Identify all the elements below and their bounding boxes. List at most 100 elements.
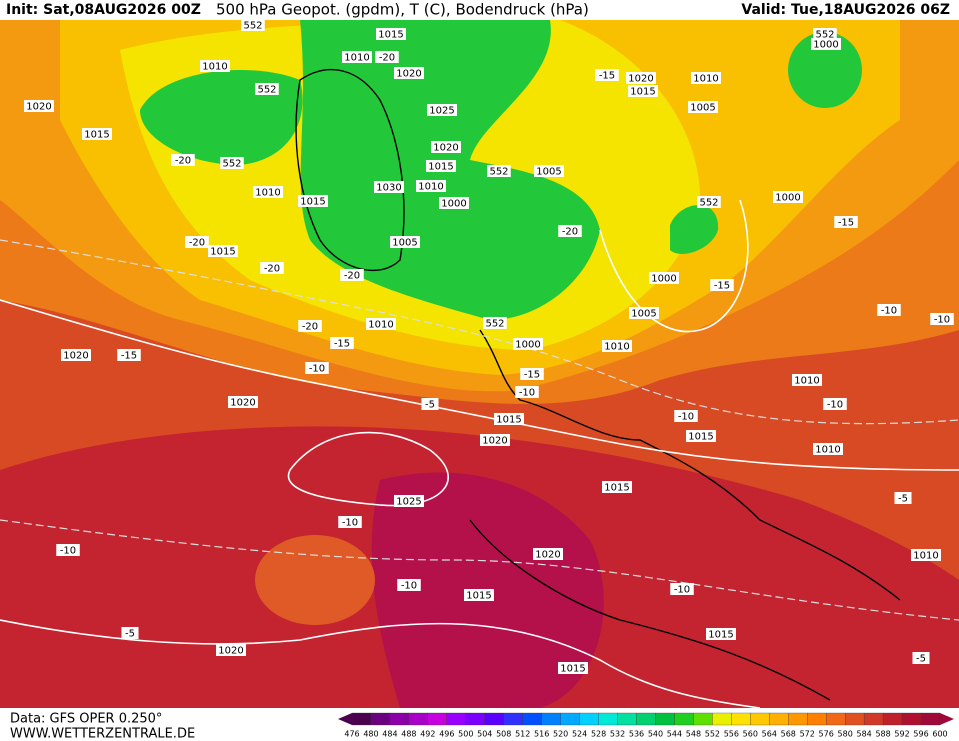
- contour-label: 1015: [496, 415, 521, 426]
- isobar: [0, 299, 959, 471]
- contour-label: 1010: [815, 445, 840, 456]
- contour-label: 1015: [708, 630, 733, 641]
- contour-label: -10: [519, 388, 535, 399]
- label-box: [811, 38, 841, 50]
- label-box: [670, 583, 694, 595]
- label-box: [390, 236, 420, 248]
- contour-label: 1015: [84, 130, 109, 141]
- contour-label: 1000: [441, 199, 466, 210]
- colorbar-tick-label: 508: [496, 730, 511, 739]
- colorbar-cell: [807, 712, 827, 726]
- contour-label: -5: [425, 400, 435, 411]
- colorbar-cell: [579, 712, 599, 726]
- label-box: [298, 195, 328, 207]
- colorbar-tick-label: 560: [743, 730, 758, 739]
- isobar: [599, 199, 749, 333]
- colorbar-cell: [598, 712, 618, 726]
- contour-label: 1000: [651, 274, 676, 285]
- contour-label: 552: [222, 159, 241, 170]
- label-box: [330, 337, 354, 349]
- contour-label: -10: [60, 546, 76, 557]
- contour-label: 552: [243, 21, 262, 32]
- colorbar-tick-label: 592: [894, 730, 909, 739]
- map-labels: 552 1015 1010 -20 1010 552 1020 1020 1015 1025 -20…: [24, 19, 954, 675]
- label-box: [911, 549, 941, 561]
- contour-label: -15: [334, 339, 350, 350]
- colorbar-tick-label: 600: [932, 730, 947, 739]
- label-box: [834, 216, 858, 228]
- contour-label: -10: [342, 518, 358, 529]
- contour-label: 552: [485, 319, 504, 330]
- contour-label: -10: [827, 400, 843, 411]
- label-box: [602, 481, 632, 493]
- colorbar-cell: [750, 712, 770, 726]
- coastline: [469, 519, 831, 701]
- label-box: [421, 398, 439, 410]
- contour-label: 1010: [693, 74, 718, 85]
- colorbar-cell: [446, 712, 466, 726]
- colorbar-tick-label: 476: [344, 730, 359, 739]
- isotherm: [0, 239, 959, 425]
- contour-label: -10: [678, 412, 694, 423]
- contour-label: -15: [714, 281, 730, 292]
- contour-label: 1015: [604, 483, 629, 494]
- colorbar-tick-label: 536: [629, 730, 644, 739]
- label-box: [82, 128, 112, 140]
- contour-label: -10: [401, 581, 417, 592]
- colorbar-tick-label: 504: [477, 730, 492, 739]
- label-box: [513, 338, 543, 350]
- contour-label: 1015: [560, 664, 585, 675]
- label-box: [894, 492, 912, 504]
- contour-label: 1005: [690, 103, 715, 114]
- colorbar-cell: [882, 712, 903, 726]
- label-box: [628, 85, 658, 97]
- label-box: [185, 236, 209, 248]
- colorbar-tick-label: 524: [572, 730, 587, 739]
- contour-label: 1020: [396, 69, 421, 80]
- label-box: [255, 83, 279, 95]
- contour-label: 1020: [535, 550, 560, 561]
- colorbar-cell: [731, 712, 751, 726]
- contour-label: -20: [302, 322, 318, 333]
- colorbar-cell: [351, 712, 372, 726]
- label-box: [61, 349, 91, 361]
- colorbar-tick-label: 540: [648, 730, 663, 739]
- label-box: [483, 317, 507, 329]
- colorbar-cell: [693, 712, 713, 726]
- contour-label: -10: [881, 306, 897, 317]
- contour-label: 552: [257, 85, 276, 96]
- label-box: [216, 644, 246, 656]
- label-box: [494, 413, 524, 425]
- colorbar-tick-label: 480: [363, 730, 378, 739]
- label-box: [200, 60, 230, 72]
- colorbar-tick-label: 584: [856, 730, 871, 739]
- label-box: [366, 318, 396, 330]
- label-box: [117, 349, 141, 361]
- colorbar-cell: [920, 712, 941, 726]
- label-box: [374, 181, 404, 193]
- label-box: [534, 165, 564, 177]
- contour-label: 1005: [536, 167, 561, 178]
- colorbar-tick-label: 520: [553, 730, 568, 739]
- label-box: [706, 628, 736, 640]
- colorbar-tick-label: 532: [610, 730, 625, 739]
- label-box: [674, 410, 698, 422]
- valid-time: Valid: Tue,18AUG2026 06Z: [741, 2, 950, 18]
- label-box: [629, 307, 659, 319]
- colorbar-tick-label: 512: [515, 730, 530, 739]
- label-box: [228, 396, 258, 408]
- colorbar-cell: [617, 712, 637, 726]
- contour-label: 1010: [368, 320, 393, 331]
- colorbar-tick-label: 572: [800, 730, 815, 739]
- label-box: [338, 516, 362, 528]
- map-title: 500 hPa Geopot. (gpdm), T (C), Bodendruc…: [216, 1, 589, 19]
- colorbar-cell: [826, 712, 846, 726]
- contour-label: -20: [379, 53, 395, 64]
- label-box: [912, 652, 930, 664]
- contour-label: 1005: [392, 238, 417, 249]
- label-box: [813, 28, 837, 40]
- colorbar-cell: [370, 712, 391, 726]
- colorbar-tick-label: 580: [838, 730, 853, 739]
- contour-label: -20: [562, 227, 578, 238]
- contour-label: 1020: [230, 398, 255, 409]
